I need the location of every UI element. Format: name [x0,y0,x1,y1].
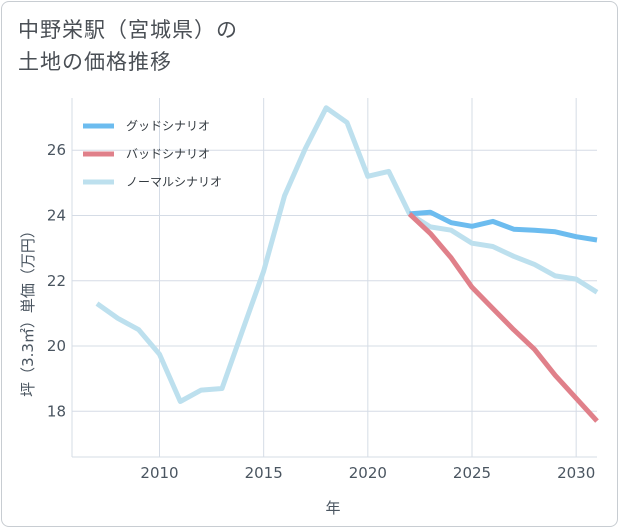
legend-label: グッドシナリオ [126,119,210,133]
x-tick-label: 2030 [557,464,595,482]
legend-label: ノーマルシナリオ [126,175,222,189]
series-lines [95,105,599,423]
x-tick-label: 2020 [349,464,387,482]
y-tick-label: 20 [47,337,66,355]
title-line-2: 土地の価格推移 [18,50,172,74]
x-tick-label: 2015 [245,464,283,482]
y-tick-label: 26 [47,141,66,159]
y-tick-label: 24 [47,206,66,224]
x-tick-label: 2025 [453,464,491,482]
y-tick-label: 22 [47,272,66,290]
x-axis-title: 年 [325,499,340,517]
y-tick-label: 18 [47,402,66,420]
series-line-2 [95,105,599,404]
y-axis-title: 坪（3.3㎡）単価（万円） [19,223,37,397]
chart-title: 中野栄駅（宮城県）の 土地の価格推移 [18,14,238,78]
axes: 18 20 22 24 26 2010 2015 2020 2025 2030 [47,98,597,482]
x-tick-label: 2010 [140,464,178,482]
title-line-1: 中野栄駅（宮城県）の [18,18,238,42]
series-line-1 [407,212,599,423]
series-line-0 [409,209,598,243]
legend-label: バッドシナリオ [126,147,210,161]
